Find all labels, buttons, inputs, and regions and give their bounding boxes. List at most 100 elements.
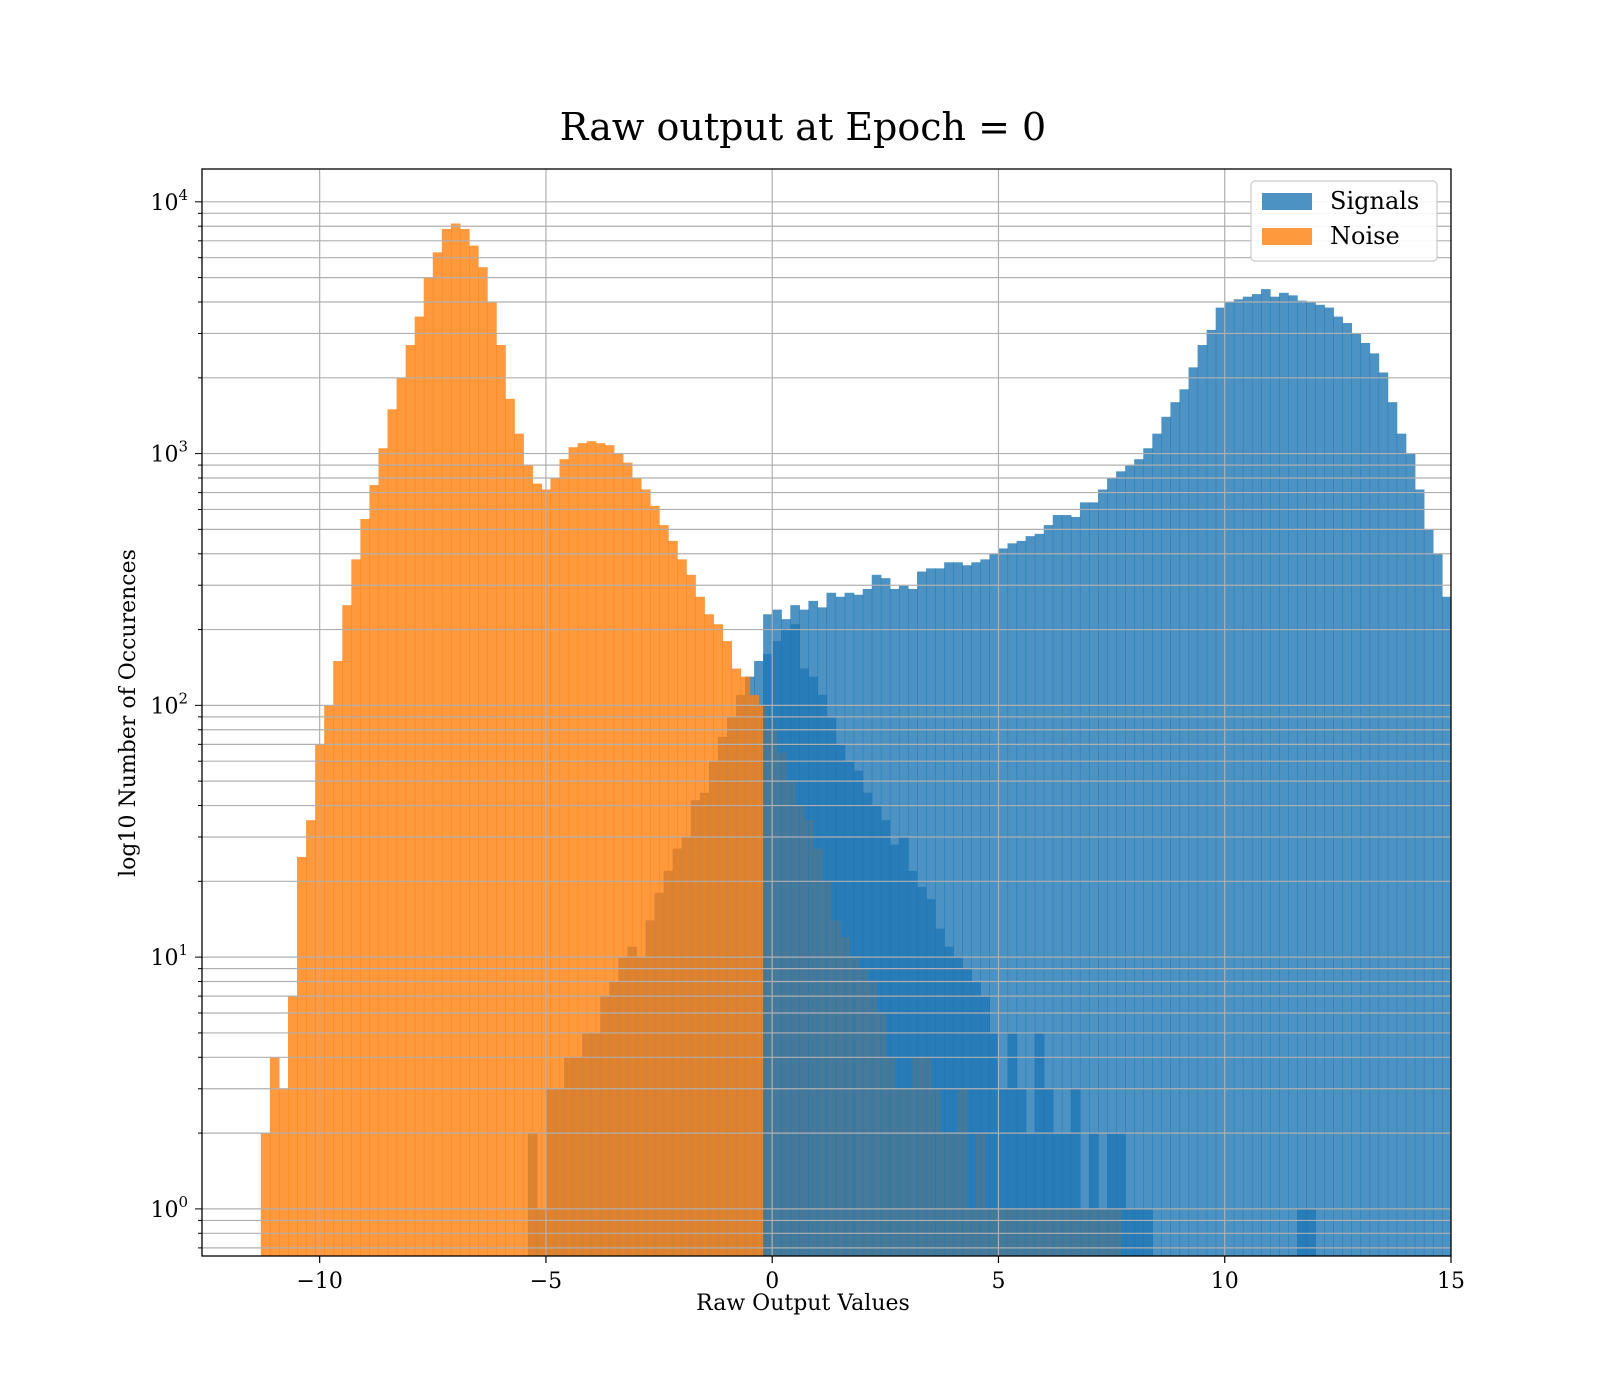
bar <box>432 252 443 1256</box>
bar <box>1279 292 1289 1256</box>
bar <box>677 559 687 1256</box>
bar <box>287 996 298 1256</box>
bar <box>550 477 561 1256</box>
bar <box>917 571 927 1256</box>
x-tick-label: 10 <box>1211 1269 1239 1294</box>
x-axis-label: Raw Output Values <box>696 1291 910 1316</box>
bar <box>1369 353 1380 1256</box>
bar <box>595 443 606 1256</box>
plot-frame <box>201 168 1452 1257</box>
bar <box>1414 489 1425 1256</box>
bar <box>1052 515 1063 1256</box>
bar <box>360 518 371 1256</box>
bar <box>926 568 936 1256</box>
bar <box>1306 302 1316 1256</box>
bar <box>971 562 981 1256</box>
bar <box>1070 516 1081 1256</box>
legend: Signals Noise <box>1250 180 1438 262</box>
bar <box>1342 323 1353 1256</box>
bar <box>1405 453 1416 1256</box>
chart-title: Raw output at Epoch = 0 <box>560 105 1046 149</box>
bar <box>722 641 733 1256</box>
bar <box>944 562 954 1256</box>
bar <box>441 228 452 1256</box>
bar <box>604 445 615 1256</box>
y-tick-label: 104 <box>150 186 188 216</box>
bar <box>835 596 846 1256</box>
bar <box>414 316 425 1256</box>
bar <box>1061 515 1072 1256</box>
y-tick-label: 102 <box>150 689 188 719</box>
bar <box>1242 296 1253 1256</box>
bar <box>740 676 751 1256</box>
bar <box>898 585 909 1256</box>
bar <box>622 462 633 1256</box>
bar <box>749 694 760 1256</box>
bar <box>369 485 380 1256</box>
bar <box>405 344 416 1256</box>
bar <box>1025 536 1036 1256</box>
x-tick-label: 0 <box>765 1269 779 1294</box>
bar <box>808 600 819 1256</box>
bar <box>853 594 864 1256</box>
bar <box>704 614 714 1256</box>
bar <box>523 465 533 1256</box>
bar <box>1206 329 1217 1256</box>
bar <box>1297 300 1307 1256</box>
bar <box>1251 294 1262 1256</box>
bar <box>1034 533 1045 1256</box>
bar <box>817 607 828 1256</box>
bar <box>297 856 307 1256</box>
bar <box>487 302 497 1256</box>
bar <box>1224 302 1235 1256</box>
bar <box>686 574 696 1256</box>
bar <box>559 459 570 1256</box>
y-tick-label: 100 <box>150 1193 188 1223</box>
bar <box>1233 299 1244 1256</box>
series-signals-2 <box>763 289 1451 1256</box>
y-axis-label: log10 Number of Occurences <box>116 549 141 877</box>
bar <box>695 596 705 1256</box>
x-tick-label: 15 <box>1437 1269 1465 1294</box>
bar <box>306 820 316 1256</box>
bar <box>396 377 407 1256</box>
bar <box>1378 372 1389 1256</box>
bar <box>478 267 488 1256</box>
bar <box>260 1133 271 1256</box>
bar <box>1116 471 1126 1256</box>
bar <box>989 553 1000 1256</box>
bar <box>659 525 669 1256</box>
bar <box>387 409 398 1256</box>
bar <box>1197 344 1208 1256</box>
legend-label-signals: Signals <box>1330 187 1419 215</box>
y-tick-label: 103 <box>150 438 188 468</box>
bar <box>1161 416 1172 1256</box>
bar <box>1079 502 1090 1256</box>
bar <box>505 398 515 1256</box>
bar <box>668 540 678 1256</box>
bar <box>844 592 855 1256</box>
bar <box>763 614 773 1256</box>
bar <box>862 588 873 1256</box>
bar <box>1351 333 1362 1256</box>
bar <box>962 565 972 1256</box>
bar <box>514 433 524 1256</box>
bar <box>577 443 588 1256</box>
bar <box>1387 402 1398 1256</box>
bar <box>1188 367 1199 1256</box>
legend-swatch-noise <box>1262 228 1312 245</box>
x-tick-label: 5 <box>991 1269 1005 1294</box>
bar <box>1152 433 1162 1256</box>
bar <box>1088 502 1099 1256</box>
bar <box>1107 477 1117 1256</box>
bars <box>260 223 1451 1256</box>
bar <box>1170 402 1181 1256</box>
legend-swatch-signals <box>1262 193 1312 210</box>
bar <box>1043 525 1054 1256</box>
bar <box>998 548 1009 1256</box>
bar <box>378 448 389 1256</box>
bar <box>1324 307 1334 1256</box>
y-tick-label: 101 <box>150 941 188 971</box>
bar <box>1360 342 1371 1256</box>
